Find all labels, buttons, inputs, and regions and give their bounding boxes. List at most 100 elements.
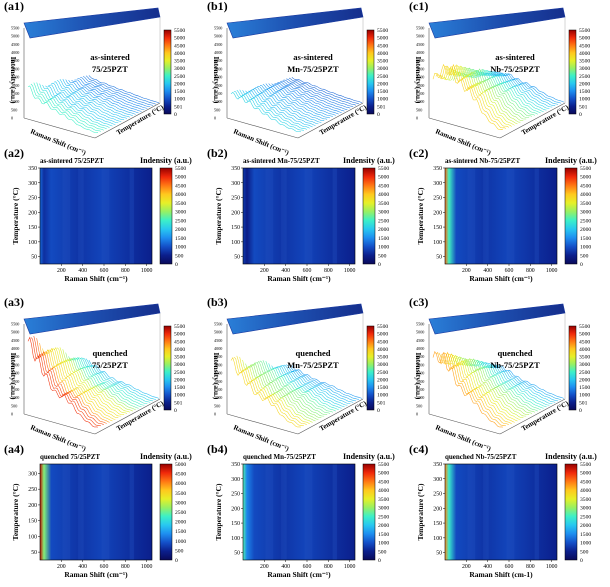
colorbar-tick: 3500 <box>175 201 186 207</box>
z-tick: 5500 <box>11 26 19 31</box>
y-tick: 50 <box>31 550 37 556</box>
z-tick: 3500 <box>416 58 424 63</box>
z-tick: 4000 <box>214 346 222 351</box>
panel-label: (b1) <box>207 0 228 13</box>
colorbar-tick: 0 <box>377 408 380 414</box>
z-tick: 1500 <box>11 387 19 392</box>
x-axis-label: Raman Shift (cm⁻¹) <box>267 274 331 283</box>
y-tick: 100 <box>28 534 37 540</box>
colorbar-tick: 5000 <box>377 36 388 42</box>
series-label: quenched <box>296 348 331 358</box>
heatmap-band <box>304 464 313 560</box>
panel-a1: (a1)550050004500400035003000250020001500… <box>4 0 166 157</box>
colorbar-tick: 0 <box>378 558 381 564</box>
panel-label: (a4) <box>4 442 24 456</box>
colorbar-scale <box>564 463 578 561</box>
colorbar-tick: 2500 <box>579 370 590 376</box>
spectrum-line <box>265 83 336 116</box>
colorbar-tick: 5000 <box>580 471 591 477</box>
spectrum-line <box>36 82 107 130</box>
colorbar-tick: 0 <box>174 112 177 118</box>
colorbar: 5500500045004000350030002500200015001000… <box>163 28 185 118</box>
spectrum-line <box>458 67 530 118</box>
spectrum-line <box>447 354 518 422</box>
y-tick: 250 <box>231 492 240 498</box>
spectrum-line <box>33 82 104 131</box>
colorbar-tick: 4000 <box>174 51 185 57</box>
y-tick: 250 <box>28 196 37 202</box>
panel-label: (c2) <box>409 146 428 160</box>
z-tick: 500 <box>416 107 422 112</box>
colorbar-tick: 2000 <box>378 227 389 233</box>
heatmap-cells <box>445 464 557 560</box>
heatmap-title: as-sintered Nb-75/25PZT <box>445 157 520 165</box>
x-axis <box>428 413 501 435</box>
colorbar-scale <box>568 325 577 411</box>
y-tick: 350 <box>433 462 442 468</box>
heatmap-band <box>129 464 135 560</box>
colorbar-title: Indensity (a.u.) <box>140 156 192 165</box>
colorbar-tick: 500 <box>175 548 184 554</box>
z-tick: 2500 <box>416 75 424 80</box>
x-axis <box>23 117 96 139</box>
heatmap-band <box>332 464 338 560</box>
heatmap-field <box>40 168 152 264</box>
y-tick: 350 <box>231 166 240 172</box>
x-tick: 600 <box>100 268 109 274</box>
colorbar-tick: 5000 <box>378 471 389 477</box>
spectrum-line <box>441 353 512 424</box>
heatmap-title: quenched Mn-75/25PZT <box>243 453 316 461</box>
y-axis <box>297 102 364 139</box>
colorbar-tick: 3000 <box>175 210 186 216</box>
x-tick: 800 <box>324 268 333 274</box>
colorbar-tick: 501 <box>377 400 386 406</box>
y-tick: 150 <box>433 225 442 231</box>
spectrum-line <box>288 364 360 400</box>
series-label: Mn-75/25PZT <box>287 360 339 370</box>
series-label: as-sintered <box>495 52 535 62</box>
spectrum-line <box>82 357 154 402</box>
x-axis-label: Raman Shift (cm⁻¹) <box>232 127 290 157</box>
x-axis-label: Raman Shift (cm⁻¹) <box>434 127 492 157</box>
y-axis <box>297 398 364 435</box>
colorbar-tick: 4000 <box>580 192 591 198</box>
z-axis-label: Intensity (a.u.) <box>212 353 221 400</box>
y-tick: 250 <box>28 487 37 493</box>
z-tick: 2000 <box>214 83 222 88</box>
colorbar-tick: 4500 <box>580 183 591 189</box>
heatmap-band <box>62 168 71 264</box>
z-tick: 4500 <box>214 42 222 47</box>
heatmap-title: quenched 75/25PZT <box>40 453 100 461</box>
colorbar-tick: 3000 <box>377 362 388 368</box>
colorbar-tick: 5500 <box>580 462 591 468</box>
colorbar-tick: 3500 <box>174 355 185 361</box>
z-tick: 3500 <box>416 354 424 359</box>
spectrum-line <box>51 82 122 122</box>
x-tick: 400 <box>483 268 492 274</box>
spectrum-line <box>239 356 310 424</box>
colorbar-tick: 5500 <box>377 324 388 330</box>
y-axis <box>499 398 566 435</box>
z-tick: 5000 <box>11 330 19 335</box>
colorbar-tick: 3000 <box>580 506 591 512</box>
colorbar-tick: 4000 <box>579 347 590 353</box>
z-tick: 1500 <box>416 91 424 96</box>
colorbar-tick: 3500 <box>175 491 186 497</box>
colorbar-tick: 2500 <box>377 74 388 80</box>
colorbar-scale <box>362 167 376 265</box>
colorbar: 5500500045004000350030002500200015001000… <box>568 324 590 414</box>
z-tick: 1500 <box>214 91 222 96</box>
x-axis-label: Raman Shift (cm⁻¹) <box>29 127 87 157</box>
y-tick: 300 <box>28 471 37 477</box>
colorbar-tick: 1000 <box>377 393 388 399</box>
colorbar-tick: 1000 <box>580 245 591 251</box>
colorbar-tick: 1000 <box>174 97 185 103</box>
spectrum-line <box>54 81 125 121</box>
y-tick: 150 <box>231 225 240 231</box>
spectrum-line <box>488 72 559 105</box>
spectrum-line <box>285 364 357 402</box>
y-axis-label: Temperature (°C) <box>11 187 20 244</box>
colorbar-tick: 2500 <box>175 218 186 224</box>
spectrum-line <box>479 361 550 406</box>
x-axis <box>226 413 299 435</box>
